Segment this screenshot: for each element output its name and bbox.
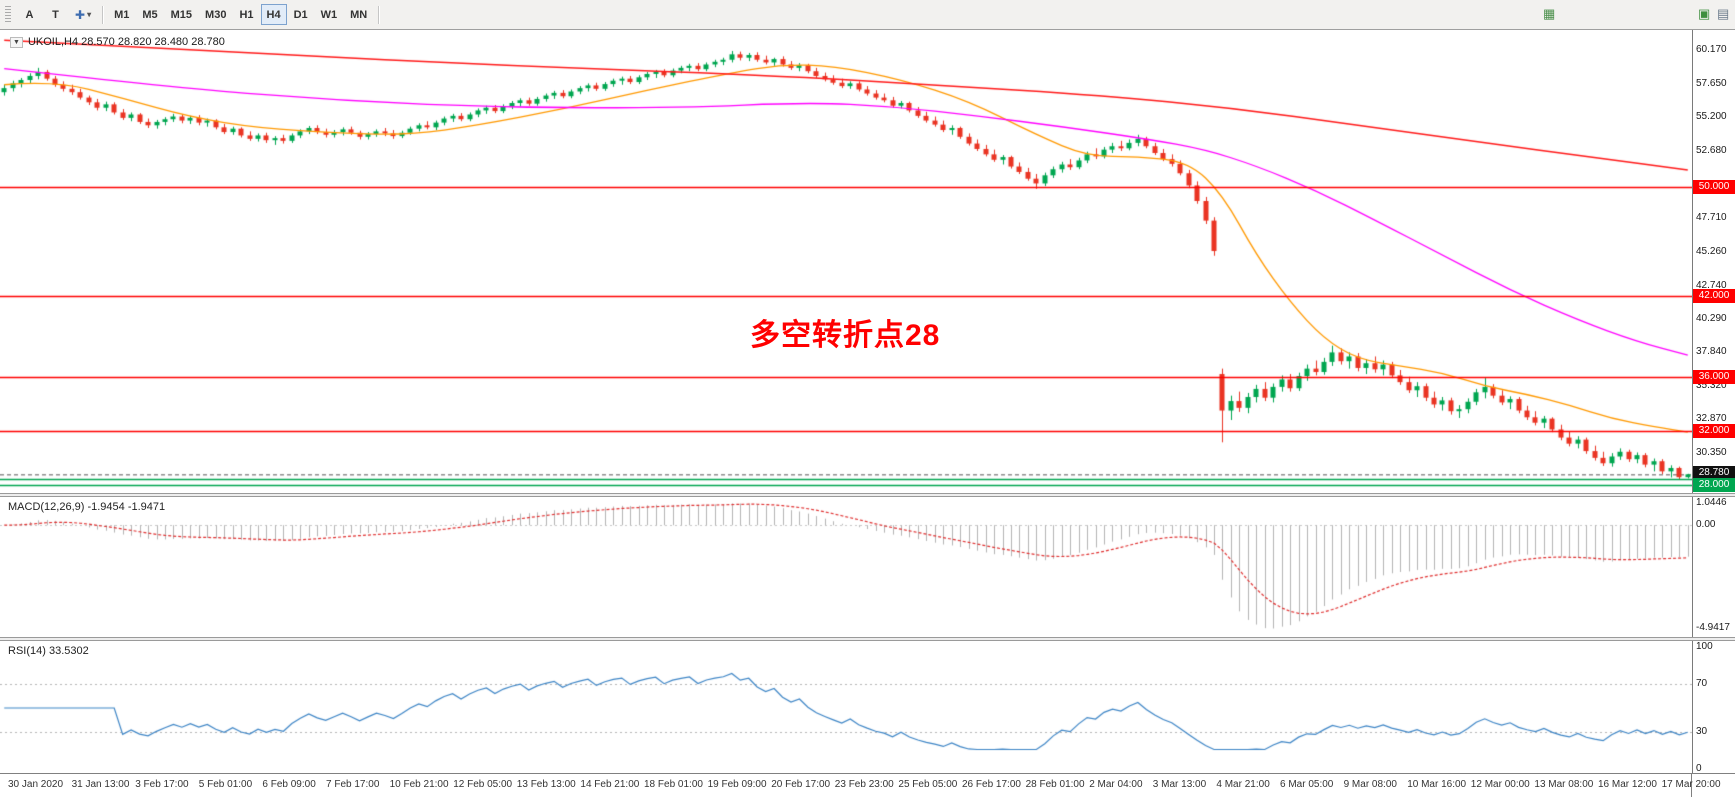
price-tick-label: 35.320 [1696,379,1727,391]
price-tick-label: 60.170 [1696,44,1727,55]
annotation-tool-button[interactable]: A [25,8,34,21]
timeframe-button-w1[interactable]: W1 [320,8,338,21]
time-axis-label: 6 Mar 05:00 [1280,779,1334,790]
time-axis-label: 28 Feb 01:00 [1025,779,1085,790]
toolbar-grip-handle[interactable] [5,5,11,24]
time-axis-label: 14 Feb 21:00 [580,779,640,790]
time-axis-label: 17 Mar 20:00 [1661,779,1721,790]
rsi-canvas[interactable] [0,641,1692,773]
time-axis-label: 13 Feb 13:00 [516,779,576,790]
time-axis-label: 3 Feb 17:00 [135,779,189,790]
price-tick-label: 57.650 [1696,78,1727,90]
macd-tick-label: -4.9417 [1696,622,1730,634]
tile-windows-icon[interactable]: ▣ [1698,6,1711,21]
time-axis-label: 25 Feb 05:00 [898,779,958,790]
time-axis-label: 6 Feb 09:00 [262,779,316,790]
toolbar: A T ✚ ▾ M1 M5 M15 M30 H1 H4 D1 W1 MN ▦ ▣ ▤ [0,0,1735,30]
macd-tick-label: 0.00 [1696,519,1716,531]
time-axis-label: 31 Jan 13:00 [71,779,130,790]
timeframe-button-m15[interactable]: M15 [170,8,193,21]
price-tick-label: 52.680 [1696,145,1727,157]
timeframe-button-m1[interactable]: M1 [114,8,130,21]
timeframe-button-m30[interactable]: M30 [205,8,227,21]
time-axis-label: 20 Feb 17:00 [771,779,831,790]
price-tick-label: 32.870 [1696,413,1727,425]
rsi-pane: RSI(14) 33.5302 [0,641,1692,773]
macd-tick-label: 1.0446 [1696,497,1727,509]
main-chart-pane: ▼ UKOIL,H4 28.570 28.820 28.480 28.780 多… [0,30,1692,493]
time-axis-label: 30 Jan 2020 [8,779,64,790]
price-tick-label: 47.710 [1696,212,1727,224]
time-axis-label: 4 Mar 21:00 [1216,779,1270,790]
hline-price-badge: 42.000 [1693,288,1735,303]
time-axis-label: 26 Feb 17:00 [962,779,1021,790]
text-tool-button[interactable]: T [52,8,59,21]
pane-splitter[interactable] [0,493,1735,497]
toolbar-separator [378,5,380,24]
hline-price-badge: 50.000 [1693,180,1735,195]
time-axis-label: 12 Mar 00:00 [1470,779,1530,790]
chevron-down-icon: ▾ [87,10,92,19]
time-axis-label: 12 Feb 05:00 [453,779,513,790]
rsi-tick-label: 70 [1696,677,1708,689]
price-tick-label: 45.260 [1696,245,1727,257]
band-price-badge: 28.000 [1693,477,1735,492]
price-tick-label: 40.290 [1696,312,1727,324]
time-axis-label: 19 Feb 09:00 [707,779,767,790]
main-chart-canvas[interactable] [0,30,1692,493]
timeframe-button-d1[interactable]: D1 [293,8,308,21]
time-axis-label: 13 Mar 08:00 [1534,779,1594,790]
timeframe-button-mn[interactable]: MN [350,8,368,21]
macd-row: MACD(12,26,9) -1.9454 -1.9471 1.0446 0.00… [0,497,1735,637]
timeframe-button-h4[interactable]: H4 [260,4,287,25]
rsi-tick-label: 0 [1696,763,1702,774]
time-axis-label: 18 Feb 01:00 [644,779,703,790]
main-price-axis[interactable]: 60.170 57.650 55.200 52.680 47.710 45.260 42.7… [1692,30,1735,493]
chart-annotation-text[interactable]: 多空转折点28 [750,319,941,352]
price-tick-label: 37.840 [1696,345,1727,357]
hline-price-badge: 36.000 [1693,369,1735,384]
main-chart-row: ▼ UKOIL,H4 28.570 28.820 28.480 28.780 多… [0,30,1735,493]
price-tick-label: 55.200 [1696,111,1727,123]
time-axis-label: 23 Feb 23:00 [834,779,894,790]
macd-pane: MACD(12,26,9) -1.9454 -1.9471 [0,497,1692,637]
time-axis-label: 5 Feb 01:00 [198,779,253,790]
cursor-tool-button[interactable]: ✚ ▾ [69,4,97,25]
time-axis-label: 3 Mar 13:00 [1152,779,1207,790]
time-axis-label: 9 Mar 08:00 [1343,779,1397,790]
cursor-tool-icon: ✚ [75,7,86,22]
timeframe-button-m5[interactable]: M5 [142,8,158,21]
rsi-row: RSI(14) 33.5302 100 70 30 0 [0,641,1735,774]
macd-value-axis[interactable]: 1.0446 0.00 -4.9417 [1692,497,1735,637]
rsi-value-axis[interactable]: 100 70 30 0 [1692,641,1735,774]
bar-chart-icon[interactable]: ▦ [1543,6,1556,21]
time-axis-label: 10 Mar 16:00 [1407,779,1467,790]
pane-splitter[interactable] [0,637,1735,641]
axis-corner-line [1691,774,1692,797]
timeframe-group: M1 M5 M15 M30 H1 H4 D1 W1 MN [108,4,373,25]
time-axis-label: 16 Mar 12:00 [1598,779,1657,790]
price-tick-label: 30.350 [1696,447,1727,459]
time-axis-label: 7 Feb 17:00 [326,779,380,790]
bid-price-badge: 28.780 [1693,466,1735,481]
macd-canvas[interactable] [0,497,1692,637]
time-axis-label: 10 Feb 21:00 [389,779,449,790]
timeframe-button-h1[interactable]: H1 [239,8,254,21]
hline-price-badge: 32.000 [1693,423,1735,438]
window-list-icon[interactable]: ▤ [1717,6,1730,21]
toolbar-separator [102,5,104,24]
time-axis[interactable]: 30 Jan 2020 31 Jan 13:00 3 Feb 17:00 5 Feb … [0,773,1735,797]
price-tick-label: 42.740 [1696,279,1727,291]
rsi-tick-label: 100 [1696,641,1713,652]
time-axis-label: 2 Mar 04:00 [1089,779,1143,790]
rsi-tick-label: 30 [1696,726,1708,738]
